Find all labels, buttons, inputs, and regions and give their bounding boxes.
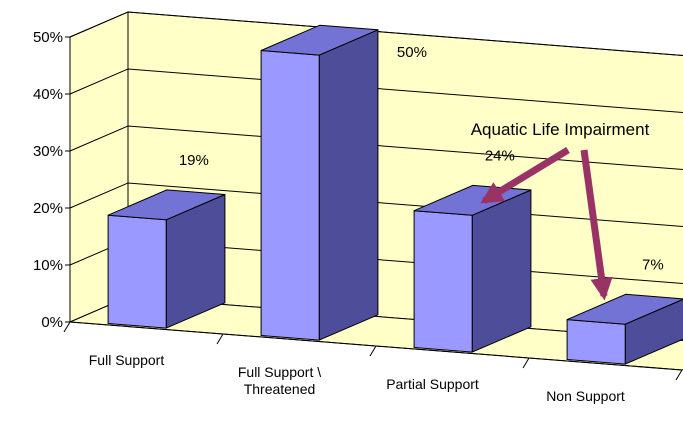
y-tick-label-2: 20% bbox=[33, 200, 63, 217]
annotation: Aquatic Life Impairment bbox=[471, 120, 650, 301]
category-label-1: Full Support \ Threatened bbox=[238, 364, 321, 397]
bar-front-0 bbox=[107, 214, 167, 329]
labels: 0% 10% 20% 30% 40% 50% 19% Full Support 50% Full … bbox=[33, 29, 664, 404]
y-tick-label-0: 0% bbox=[41, 314, 63, 331]
x-tick-2 bbox=[369, 345, 377, 357]
x-tick-1 bbox=[216, 333, 224, 345]
y-tick-label-3: 30% bbox=[33, 143, 63, 160]
y-tick-label-1: 10% bbox=[33, 257, 63, 274]
gridline-2 bbox=[69, 182, 683, 228]
annotation-arrow-1 bbox=[480, 147, 570, 204]
y-tick-label-5: 50% bbox=[33, 29, 63, 46]
category-label-1-line-1: Threatened bbox=[244, 381, 316, 397]
category-label-2-line-0: Partial Support bbox=[386, 376, 479, 392]
bar-front-3 bbox=[566, 319, 626, 365]
bar-1 bbox=[260, 24, 379, 341]
bar-0 bbox=[107, 189, 226, 329]
data-label-1: 50% bbox=[397, 44, 427, 61]
gridline-5 bbox=[69, 11, 683, 57]
data-label-0: 19% bbox=[179, 152, 209, 169]
category-label-0: Full Support bbox=[89, 352, 165, 368]
gridline-4 bbox=[69, 68, 683, 114]
annotation-text: Aquatic Life Impairment bbox=[471, 120, 650, 139]
bar-2 bbox=[413, 184, 532, 353]
data-label-3: 7% bbox=[642, 257, 664, 274]
gridline-3 bbox=[69, 125, 683, 171]
category-label-0-line-0: Full Support bbox=[89, 352, 165, 368]
category-label-3: Non Support bbox=[546, 388, 625, 404]
data-label-2: 24% bbox=[485, 148, 515, 165]
gridlines bbox=[69, 11, 683, 285]
y-tick-label-4: 40% bbox=[33, 86, 63, 103]
bars bbox=[107, 24, 683, 365]
bar-front-1 bbox=[260, 49, 320, 341]
bar-front-2 bbox=[413, 210, 473, 353]
bar-top-3 bbox=[566, 293, 683, 325]
bar-side-2 bbox=[471, 189, 532, 353]
bar-3 bbox=[566, 293, 683, 365]
axes bbox=[63, 36, 683, 381]
category-label-2: Partial Support bbox=[386, 376, 479, 392]
x-tick-0 bbox=[63, 321, 71, 333]
category-label-1-line-0: Full Support \ bbox=[238, 364, 321, 380]
annotation-arrow-2 bbox=[580, 149, 613, 301]
bar-side-1 bbox=[318, 29, 379, 341]
bar-top-1 bbox=[260, 24, 379, 56]
bar-top-0 bbox=[107, 189, 226, 221]
x-tick-3 bbox=[522, 357, 530, 369]
x-tick-4 bbox=[675, 369, 683, 381]
category-label-3-line-0: Non Support bbox=[546, 388, 625, 404]
